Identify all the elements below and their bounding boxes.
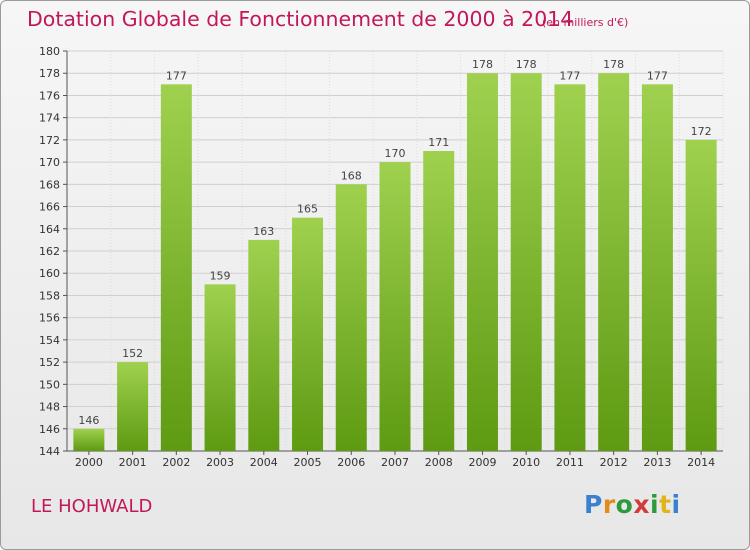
value-label-2007: 170 xyxy=(385,147,406,160)
y-tick-label: 154 xyxy=(39,334,60,347)
x-tick-label-2009: 2009 xyxy=(468,456,496,469)
chart-title: Dotation Globale de Fonctionnement de 20… xyxy=(27,7,574,31)
value-label-2014: 172 xyxy=(691,125,712,138)
y-tick-label: 164 xyxy=(39,223,60,236)
y-tick-label: 144 xyxy=(39,445,60,458)
value-label-2008: 171 xyxy=(428,136,449,149)
y-tick-label: 148 xyxy=(39,401,60,414)
bar-2010 xyxy=(510,73,542,451)
bar-2006 xyxy=(335,184,367,452)
x-tick-label-2004: 2004 xyxy=(250,456,278,469)
value-label-2009: 178 xyxy=(472,58,493,71)
chart-subtitle: (en milliers d'€) xyxy=(542,16,629,29)
value-label-2010: 178 xyxy=(516,58,537,71)
bar-2011 xyxy=(554,84,586,451)
value-label-2004: 163 xyxy=(253,225,274,238)
value-label-2005: 165 xyxy=(297,203,318,216)
bar-2008 xyxy=(423,151,455,451)
y-tick-label: 174 xyxy=(39,112,60,125)
bar-2007 xyxy=(379,162,411,451)
x-tick-label-2013: 2013 xyxy=(643,456,671,469)
proxiti-logo[interactable]: Proxiti xyxy=(584,490,681,519)
y-tick-label: 180 xyxy=(39,45,60,58)
bar-2000 xyxy=(73,428,105,451)
x-tick-label-2014: 2014 xyxy=(687,456,715,469)
y-tick-label: 172 xyxy=(39,134,60,147)
x-tick-label-2001: 2001 xyxy=(119,456,147,469)
bar-2013 xyxy=(641,84,673,451)
value-label-2006: 168 xyxy=(341,169,362,182)
value-label-2012: 178 xyxy=(603,58,624,71)
value-labels: 146 152 177 159 163 165 168 170 171 178 178 177 178 1… xyxy=(78,58,711,427)
bar-2002 xyxy=(160,84,192,451)
value-label-2003: 159 xyxy=(210,269,231,282)
x-tick-label-2012: 2012 xyxy=(600,456,628,469)
x-tick-labels: 2000 2001 2002 2003 2004 2005 2006 2007 2008 2009… xyxy=(75,456,715,469)
y-tick-labels: 144 146 148 150 152 154 156 158 160 162 164 166 168 1… xyxy=(39,45,60,458)
value-label-2011: 177 xyxy=(559,69,580,82)
y-tick-label: 152 xyxy=(39,356,60,369)
x-tick-label-2003: 2003 xyxy=(206,456,234,469)
y-tick-label: 156 xyxy=(39,312,60,325)
y-tick-label: 166 xyxy=(39,201,60,214)
x-tick-label-2000: 2000 xyxy=(75,456,103,469)
x-tick-label-2008: 2008 xyxy=(425,456,453,469)
bars xyxy=(73,73,717,452)
x-tick-label-2007: 2007 xyxy=(381,456,409,469)
y-tick-label: 158 xyxy=(39,289,60,302)
value-label-2001: 152 xyxy=(122,347,143,360)
y-tick-label: 160 xyxy=(39,267,60,280)
bar-2003 xyxy=(204,284,236,451)
bar-2004 xyxy=(248,239,280,451)
x-tick-label-2010: 2010 xyxy=(512,456,540,469)
x-tick-label-2006: 2006 xyxy=(337,456,365,469)
value-label-2013: 177 xyxy=(647,69,668,82)
y-tick-label: 170 xyxy=(39,156,60,169)
x-tick-label-2005: 2005 xyxy=(294,456,322,469)
x-tick-label-2011: 2011 xyxy=(556,456,584,469)
bar-2014 xyxy=(685,139,717,451)
y-tick-label: 150 xyxy=(39,378,60,391)
value-label-2000: 146 xyxy=(78,414,99,427)
bar-2005 xyxy=(292,217,324,451)
y-tick-label: 162 xyxy=(39,245,60,258)
x-tick-label-2002: 2002 xyxy=(162,456,190,469)
bar-2001 xyxy=(117,362,149,451)
y-tick-label: 178 xyxy=(39,67,60,80)
y-tick-label: 168 xyxy=(39,178,60,191)
value-label-2002: 177 xyxy=(166,69,187,82)
bar-2012 xyxy=(598,73,630,451)
location-label: LE HOHWALD xyxy=(31,496,153,517)
bar-2009 xyxy=(466,73,498,451)
y-tick-label: 146 xyxy=(39,423,60,436)
y-tick-label: 176 xyxy=(39,89,60,102)
